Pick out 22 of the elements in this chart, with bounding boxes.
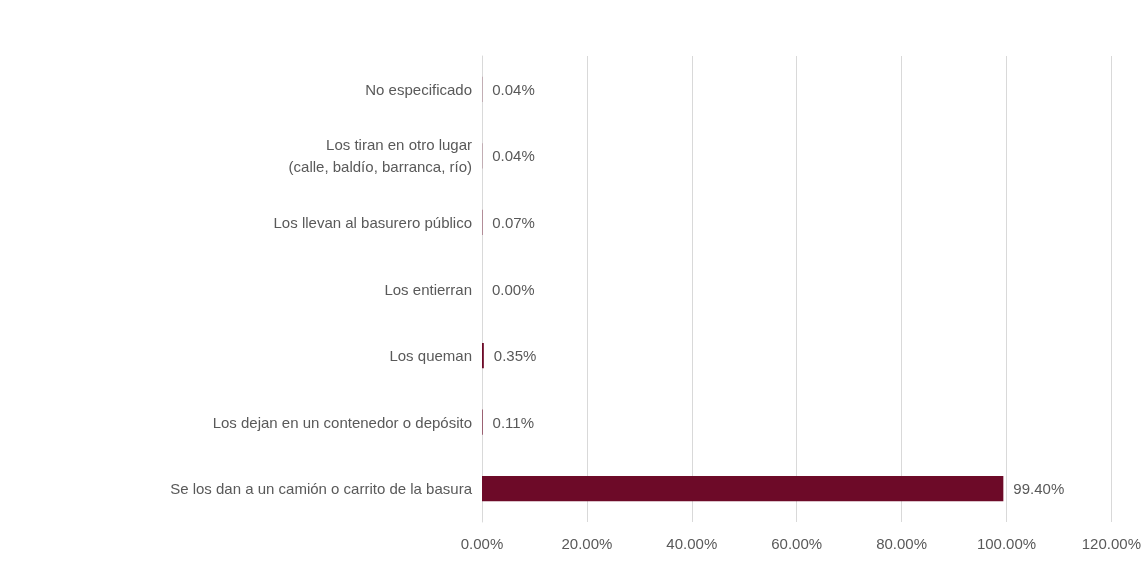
y-tick-label: Los tiran en otro lugar (calle, baldío, barranca, río) (288, 136, 472, 176)
data-label: 0.00% (492, 280, 535, 298)
data-label: 0.35% (493, 347, 537, 365)
x-tick-label: 100.00% (976, 535, 1037, 552)
y-tick-label: Los llevan al basurero público (273, 213, 472, 231)
x-tick-label: 120.00% (1081, 535, 1141, 552)
data-label: 0.04% (492, 80, 535, 98)
data-label: 0.11% (492, 413, 534, 431)
x-tick-label: 60.00% (771, 535, 823, 552)
data-label: 0.04% (492, 147, 535, 165)
bar (482, 476, 1004, 502)
x-tick-label: 80.00% (876, 535, 928, 552)
y-tick-label: Se los dan a un camión o carrito de la basura (170, 480, 473, 498)
data-label: 0.07% (492, 213, 535, 231)
x-tick-label: 40.00% (666, 535, 718, 552)
y-tick-label: Los dejan en un contenedor o depósito (212, 413, 472, 431)
y-tick-label: Los queman (389, 347, 472, 365)
y-tick-label: Los entierran (384, 280, 472, 298)
x-tick-label: 0.00% (460, 535, 504, 552)
y-tick-label: No especificado (365, 80, 472, 98)
data-label: 99.40% (1013, 480, 1065, 498)
x-tick-label: 20.00% (561, 535, 613, 552)
